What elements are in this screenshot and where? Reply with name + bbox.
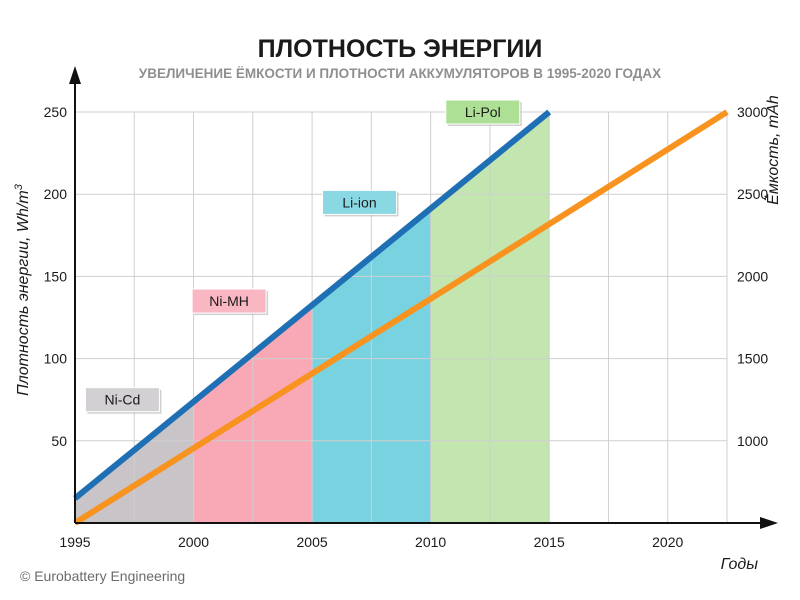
- x-tick-label: 1995: [59, 534, 90, 550]
- axes: [69, 66, 778, 529]
- tick-labels: 1995 2000 2005 2010 2015 2020 50 100 150 200 250 10…: [44, 104, 769, 550]
- y-tick-label: 250: [44, 104, 68, 120]
- region-label-box: [191, 288, 267, 314]
- x-axis-arrow: [760, 517, 778, 529]
- y-tick-label: 200: [44, 186, 68, 202]
- capacity-line: [73, 109, 729, 526]
- grid-lines: [75, 111, 728, 523]
- x-tick-label: 2020: [652, 534, 683, 550]
- y2-tick-label: 2000: [737, 268, 768, 284]
- y-axis-label: Плотность энергии, Wh/m3: [13, 183, 32, 396]
- region-label-text: Li-ion: [342, 194, 376, 210]
- y-axis-arrow: [69, 66, 81, 84]
- y-tick-label: 50: [51, 433, 67, 449]
- region-labels: Ni-Cd Ni-MH Li-ion Li-Pol: [84, 99, 522, 414]
- region-label-ni-cd: Ni-Cd: [84, 387, 162, 414]
- region-label-li-ion: Li-ion: [322, 189, 399, 217]
- y2-tick-label: 3000: [737, 104, 768, 120]
- x-tick-label: 2010: [415, 534, 446, 550]
- x-tick-label: 2000: [178, 534, 209, 550]
- region-label-box: [322, 189, 398, 215]
- y2-axis-label: Ёмкость, mAh: [764, 95, 782, 205]
- chart-title: ПЛОТНОСТЬ ЭНЕРГИИ: [258, 35, 543, 63]
- copyright-credit: © Eurobattery Engineering: [20, 568, 185, 584]
- region-label-li-pol: Li-Pol: [445, 99, 522, 126]
- x-tick-label: 2005: [297, 534, 328, 550]
- y-tick-label: 150: [44, 268, 68, 284]
- series-lines: [73, 109, 729, 526]
- y2-tick-label: 1000: [737, 433, 768, 449]
- energy-density-line: [73, 109, 552, 501]
- x-tick-label: 2015: [534, 534, 565, 550]
- region-label-text: Ni-MH: [209, 293, 249, 309]
- y2-tick-label: 1500: [737, 351, 768, 367]
- chart-subtitle: УВЕЛИЧЕНИЕ ЁМКОСТИ И ПЛОТНОСТИ АККУМУЛЯТ…: [139, 66, 661, 81]
- region-label-text: Li-Pol: [465, 104, 501, 120]
- x-axis-label: Годы: [721, 556, 759, 573]
- y-tick-label: 100: [44, 351, 68, 367]
- region-label-box: [84, 387, 160, 413]
- region-label-box: [445, 99, 521, 125]
- region-label-ni-mh: Ni-MH: [191, 288, 269, 316]
- y2-tick-label: 2500: [737, 186, 768, 202]
- region-label-text: Ni-Cd: [105, 392, 141, 408]
